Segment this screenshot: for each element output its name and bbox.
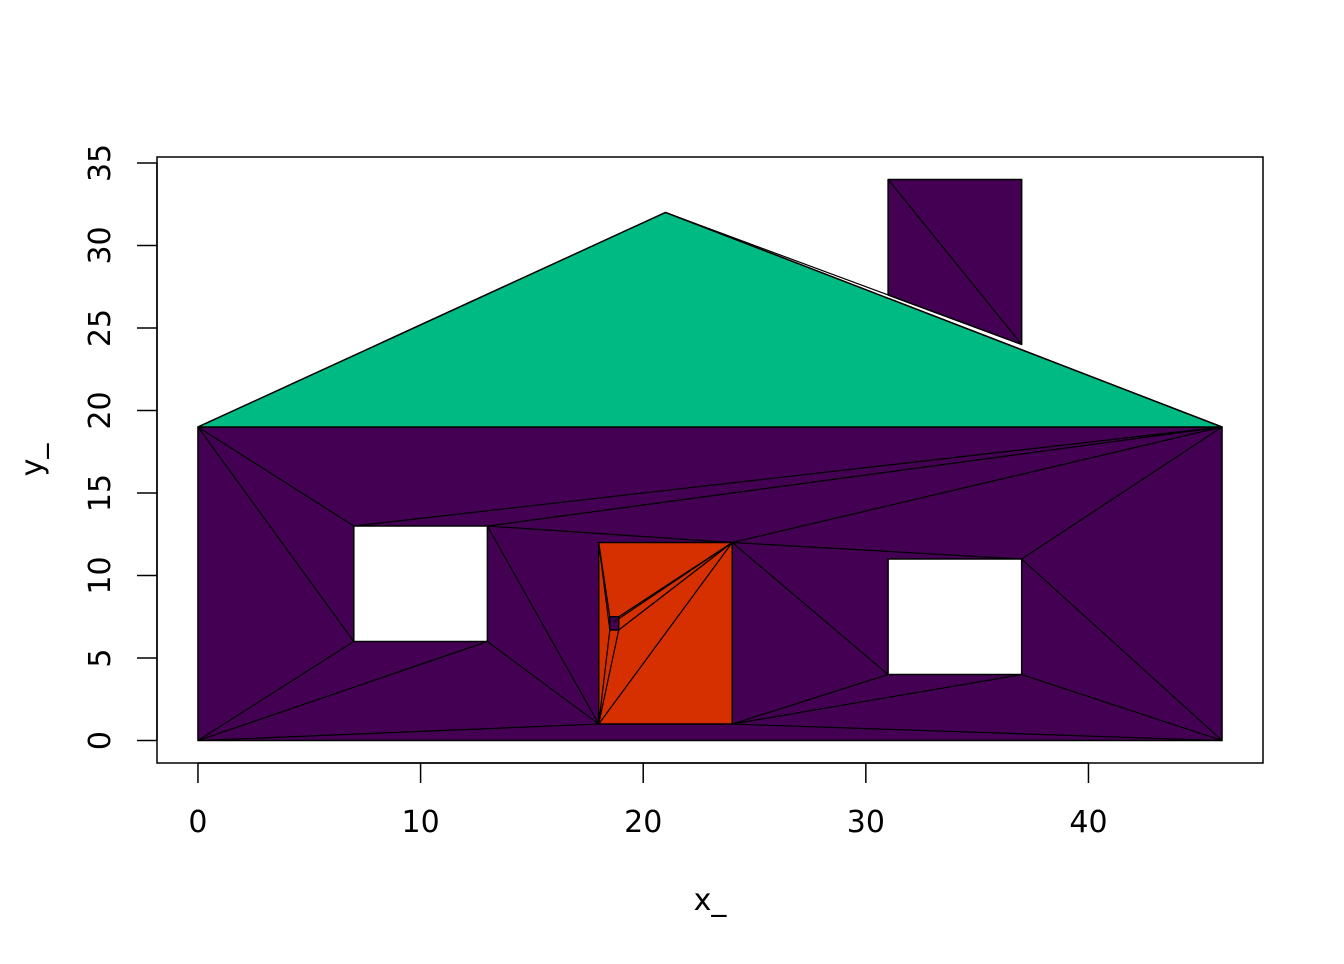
triangulation-edge: [732, 541, 1022, 560]
triangulation-edge: [598, 629, 620, 725]
x-tick-label: 40: [1069, 805, 1107, 840]
triangulation-edge: [732, 426, 1223, 544]
edges-layer: [197, 179, 1223, 742]
triangulation-edge: [487, 426, 1223, 527]
triangulation-edge: [197, 641, 355, 742]
polygon-roof: [197, 211, 1223, 428]
shapes-layer: [197, 178, 1223, 742]
polygon-window-left: [353, 525, 489, 643]
y-axis: 0 5 10 15 20 25 30 35: [83, 144, 158, 750]
y-tick-label: 35: [83, 144, 118, 182]
triangulation-edge: [732, 673, 889, 725]
triangulation-edge: [732, 673, 1022, 725]
triangulation-edge: [887, 179, 1023, 345]
x-tick-label: 20: [624, 805, 662, 840]
triangulation-edge: [665, 211, 1223, 428]
triangulation-edge: [197, 426, 355, 642]
polygon-window-right: [887, 558, 1023, 676]
triangulation-edge: [598, 629, 611, 725]
triangulation-edge: [197, 723, 599, 742]
triangulation-edge: [197, 426, 355, 527]
x-axis-label: x_: [694, 883, 728, 918]
triangulation-edge: [1021, 426, 1223, 560]
triangulation-edge: [197, 640, 488, 742]
y-tick-label: 25: [83, 309, 118, 347]
y-tick-label: 5: [83, 648, 118, 667]
triangulation-edge: [598, 542, 733, 725]
triangulation-edge: [731, 542, 889, 675]
triangulation-edge: [486, 525, 600, 725]
x-tick-label: 0: [188, 805, 207, 840]
polygon-door-knob: [609, 616, 620, 631]
x-tick-label: 10: [401, 805, 439, 840]
triangulation-edge: [887, 294, 1022, 346]
triangulation-edge: [613, 542, 733, 623]
x-tick-label: 30: [847, 805, 885, 840]
y-tick-label: 30: [83, 226, 118, 264]
y-tick-label: 20: [83, 391, 118, 429]
triangulation-edge: [732, 723, 1223, 742]
y-tick-label: 15: [83, 474, 118, 512]
y-tick-label: 10: [83, 556, 118, 594]
triangulation-edge: [1021, 673, 1223, 742]
x-axis: 0 10 20 30 40: [188, 762, 1108, 840]
y-tick-label: 0: [83, 731, 118, 750]
triangulation-edge: [618, 542, 733, 631]
triangulation-edge: [598, 542, 611, 631]
triangulation-edge: [487, 641, 600, 725]
triangulation-edge: [487, 525, 733, 544]
y-axis-label: y_: [15, 443, 50, 477]
triangulation-edge: [353, 426, 1223, 527]
triangulation-edge: [1021, 558, 1223, 742]
